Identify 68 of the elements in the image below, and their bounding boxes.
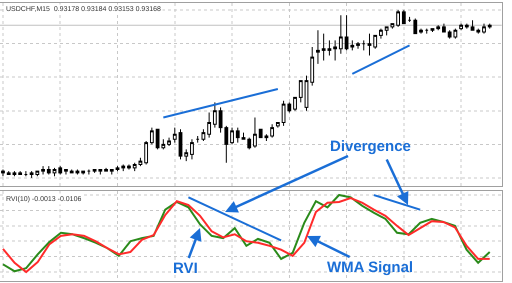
candlestick	[316, 30, 320, 64]
candlestick	[104, 167, 108, 172]
candlestick	[258, 128, 263, 138]
candlestick	[41, 166, 45, 176]
candlestick	[121, 164, 126, 172]
candlestick	[116, 166, 120, 172]
candlestick	[482, 23, 486, 34]
candlestick	[448, 30, 452, 40]
candlestick	[362, 40, 366, 51]
candlestick	[413, 18, 418, 34]
candlestick	[230, 127, 234, 145]
candlestick	[442, 23, 446, 32]
candlestick	[35, 170, 40, 177]
candlestick	[30, 170, 34, 178]
candlestick	[242, 132, 246, 140]
candlestick	[64, 168, 68, 176]
candlestick	[1, 168, 5, 177]
candlestick	[402, 10, 406, 24]
candlestick	[167, 137, 171, 147]
candlestick	[52, 167, 56, 177]
candlestick	[184, 148, 188, 162]
candlestick	[196, 135, 200, 144]
candlestick	[70, 168, 74, 174]
candlestick	[86, 168, 91, 176]
candlestick	[408, 16, 412, 22]
candlestick	[253, 117, 257, 148]
candlestick	[190, 138, 194, 160]
candlestick	[24, 170, 28, 177]
candlestick	[224, 125, 228, 164]
candlestick	[293, 96, 297, 112]
candlestick	[459, 23, 463, 31]
candlestick	[287, 102, 292, 113]
candlestick	[247, 137, 252, 150]
candlestick	[476, 28, 480, 34]
candlestick	[127, 164, 131, 170]
candlestick	[350, 40, 354, 51]
candlestick	[368, 33, 372, 56]
candlestick	[132, 162, 137, 172]
candlestick	[356, 42, 360, 50]
candlestick	[453, 28, 458, 40]
candlestick	[12, 170, 16, 177]
annotation: Divergence	[330, 138, 411, 155]
candlestick	[46, 166, 51, 176]
candlestick	[419, 28, 423, 34]
candlestick	[384, 26, 389, 36]
annotation: WMA Signal	[327, 259, 414, 276]
candlestick	[110, 168, 114, 176]
candlestick	[310, 46, 314, 86]
annotation: RVI	[173, 260, 198, 277]
candlestick	[161, 138, 166, 150]
candlestick	[470, 20, 474, 31]
candlestick	[373, 34, 378, 50]
candlestick	[92, 168, 97, 174]
candlestick	[298, 80, 303, 103]
candlestick	[436, 24, 440, 31]
candlestick	[322, 33, 326, 61]
candlestick	[236, 127, 240, 144]
candlestick	[464, 23, 469, 30]
candlestick	[98, 168, 102, 176]
candlestick	[172, 127, 177, 144]
candlestick	[424, 28, 429, 34]
candlestick	[76, 168, 80, 176]
candlestick	[178, 128, 182, 160]
candlestick	[58, 166, 62, 176]
candlestick	[379, 28, 383, 40]
candlestick	[488, 23, 492, 30]
candlestick	[304, 75, 308, 112]
candlestick	[81, 170, 86, 176]
